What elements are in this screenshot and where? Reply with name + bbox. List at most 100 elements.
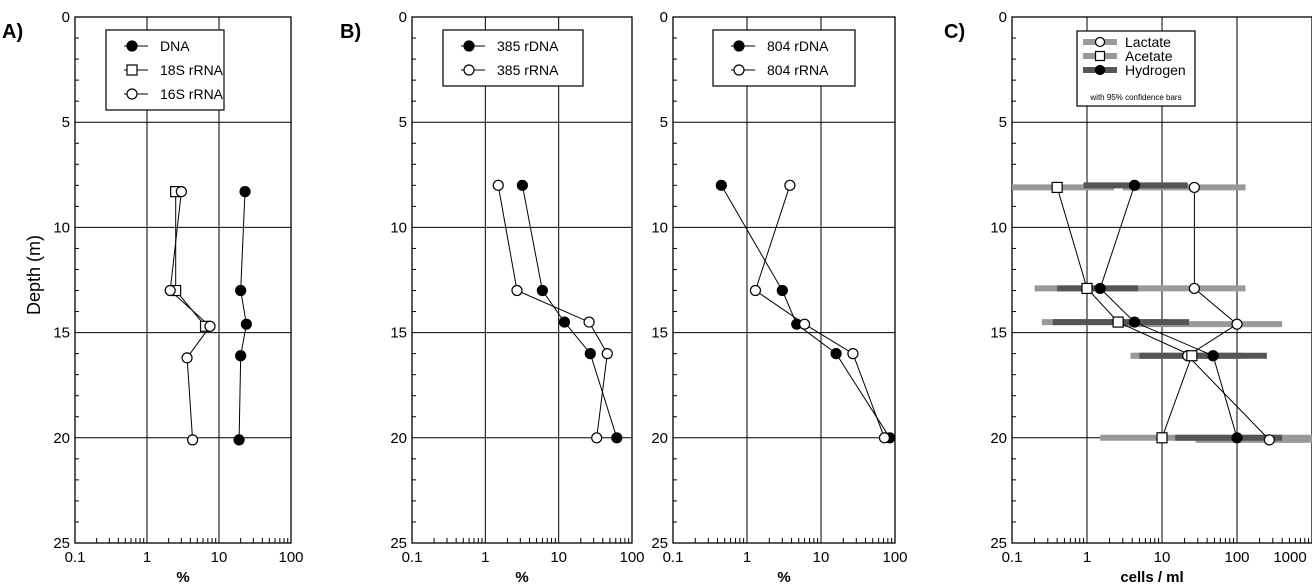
legend-label: Hydrogen [1125, 62, 1186, 78]
x-tick-label: 10 [211, 549, 228, 566]
y-tick-label: 10 [990, 219, 1007, 236]
x-tick-label: 0.1 [402, 549, 423, 566]
data-point [164, 284, 176, 297]
panel-letter: C) [944, 21, 965, 43]
data-point [1112, 316, 1124, 328]
y-tick-label: 15 [990, 325, 1007, 342]
y-tick-label: 5 [62, 114, 70, 131]
x-tick-label: 100 [882, 549, 907, 566]
y-tick-label: 25 [651, 535, 668, 552]
series-line [521, 185, 618, 438]
series-line [238, 191, 247, 440]
y-tick-label: 25 [990, 535, 1007, 552]
data-point [235, 350, 247, 362]
series-line [175, 191, 206, 327]
plot-frame [74, 16, 292, 544]
panel-4: 0 5 10 15 20 250.1 1 10 100 1000 cells / ml C) Lacta… [944, 9, 1312, 586]
series-line [1099, 185, 1238, 438]
data-point [733, 64, 745, 76]
y-tick-label: 20 [390, 430, 407, 447]
x-tick-label: 1 [143, 549, 151, 566]
y-tick-label: 25 [53, 535, 70, 552]
data-point [558, 316, 571, 328]
data-point [235, 284, 247, 297]
data-point [1231, 432, 1243, 444]
x-tick-label: 10 [550, 549, 567, 566]
x-tick-label: 1 [743, 549, 751, 566]
data-point [1207, 350, 1219, 362]
x-tick-label: 0.1 [1002, 549, 1023, 566]
data-point [240, 318, 252, 330]
x-tick-label: 10 [1154, 549, 1171, 566]
data-point [126, 40, 138, 52]
data-point [1094, 64, 1106, 76]
x-tick-label: 0.1 [65, 549, 86, 566]
data-point [239, 186, 251, 198]
data-point [847, 348, 859, 360]
legend: 804 rDNA 804 rRNA [712, 29, 856, 87]
y-tick-label: 0 [62, 9, 70, 26]
data-point [1263, 434, 1275, 446]
y-tick-label: 25 [390, 535, 407, 552]
data-point [1156, 432, 1168, 444]
data-point [715, 179, 727, 191]
y-tick-label: 10 [390, 219, 407, 236]
data-point [878, 432, 891, 444]
legend-label: 385 rDNA [497, 38, 559, 54]
data-point [830, 348, 842, 360]
series-line [497, 185, 608, 438]
panel-1: 0 5 10 15 20 250.1 1 10 100% A) DNA 18S rRNA 16S rRN… [2, 9, 304, 586]
data-point [204, 320, 216, 332]
data-point [611, 432, 623, 444]
legend-box [712, 29, 856, 87]
data-point [536, 284, 548, 297]
x-axis-title: % [515, 569, 528, 586]
data-point [233, 434, 245, 446]
data-point [733, 40, 745, 52]
y-tick-label: 20 [990, 430, 1007, 447]
y-tick-label: 10 [53, 219, 70, 236]
data-point [584, 348, 596, 360]
y-tick-label: 0 [999, 9, 1007, 26]
x-tick-label: 10 [813, 549, 830, 566]
y-axis-title: Depth (m) [24, 235, 44, 315]
legend-label: 804 rRNA [767, 62, 829, 78]
panel-3: 0 5 10 15 20 250.1 1 10 100% 804 rDNA 804 rRNA [651, 9, 907, 586]
data-point [463, 40, 475, 52]
data-point [1128, 179, 1141, 191]
data-point [1128, 316, 1141, 328]
data-point [591, 432, 603, 444]
data-point [1051, 181, 1063, 194]
data-point [776, 284, 788, 297]
legend-label: DNA [160, 38, 190, 54]
plot-frame [411, 16, 633, 544]
data-point [492, 179, 504, 191]
x-tick-label: 1 [481, 549, 489, 566]
y-tick-label: 5 [660, 114, 668, 131]
panel-letter: B) [340, 21, 361, 43]
legend: DNA 18S rRNA 16S rRNA [105, 29, 225, 111]
x-axis-title: cells / ml [1120, 569, 1183, 586]
data-point [126, 64, 138, 76]
x-tick-label: 100 [1224, 549, 1249, 566]
data-point [181, 352, 193, 364]
legend-label: Acetate [1125, 48, 1173, 64]
y-tick-label: 15 [390, 325, 407, 342]
legend-label: 16S rRNA [160, 86, 224, 102]
data-point [784, 179, 796, 191]
data-point [1188, 181, 1200, 194]
data-point [511, 284, 523, 297]
y-tick-label: 0 [399, 9, 407, 26]
data-point [1094, 282, 1106, 295]
x-axis-title: % [176, 569, 189, 586]
legend-label: 18S rRNA [160, 62, 224, 78]
panel-2: 0 5 10 15 20 250.1 1 10 100% B) 385 rDNA 385 rRNA [340, 9, 645, 586]
data-point [187, 434, 199, 446]
legend-label: 385 rRNA [497, 62, 559, 78]
data-point [798, 318, 811, 330]
data-point [516, 179, 528, 191]
series-line [1186, 187, 1270, 441]
data-point [1188, 282, 1200, 295]
x-axis-title: % [777, 569, 790, 586]
